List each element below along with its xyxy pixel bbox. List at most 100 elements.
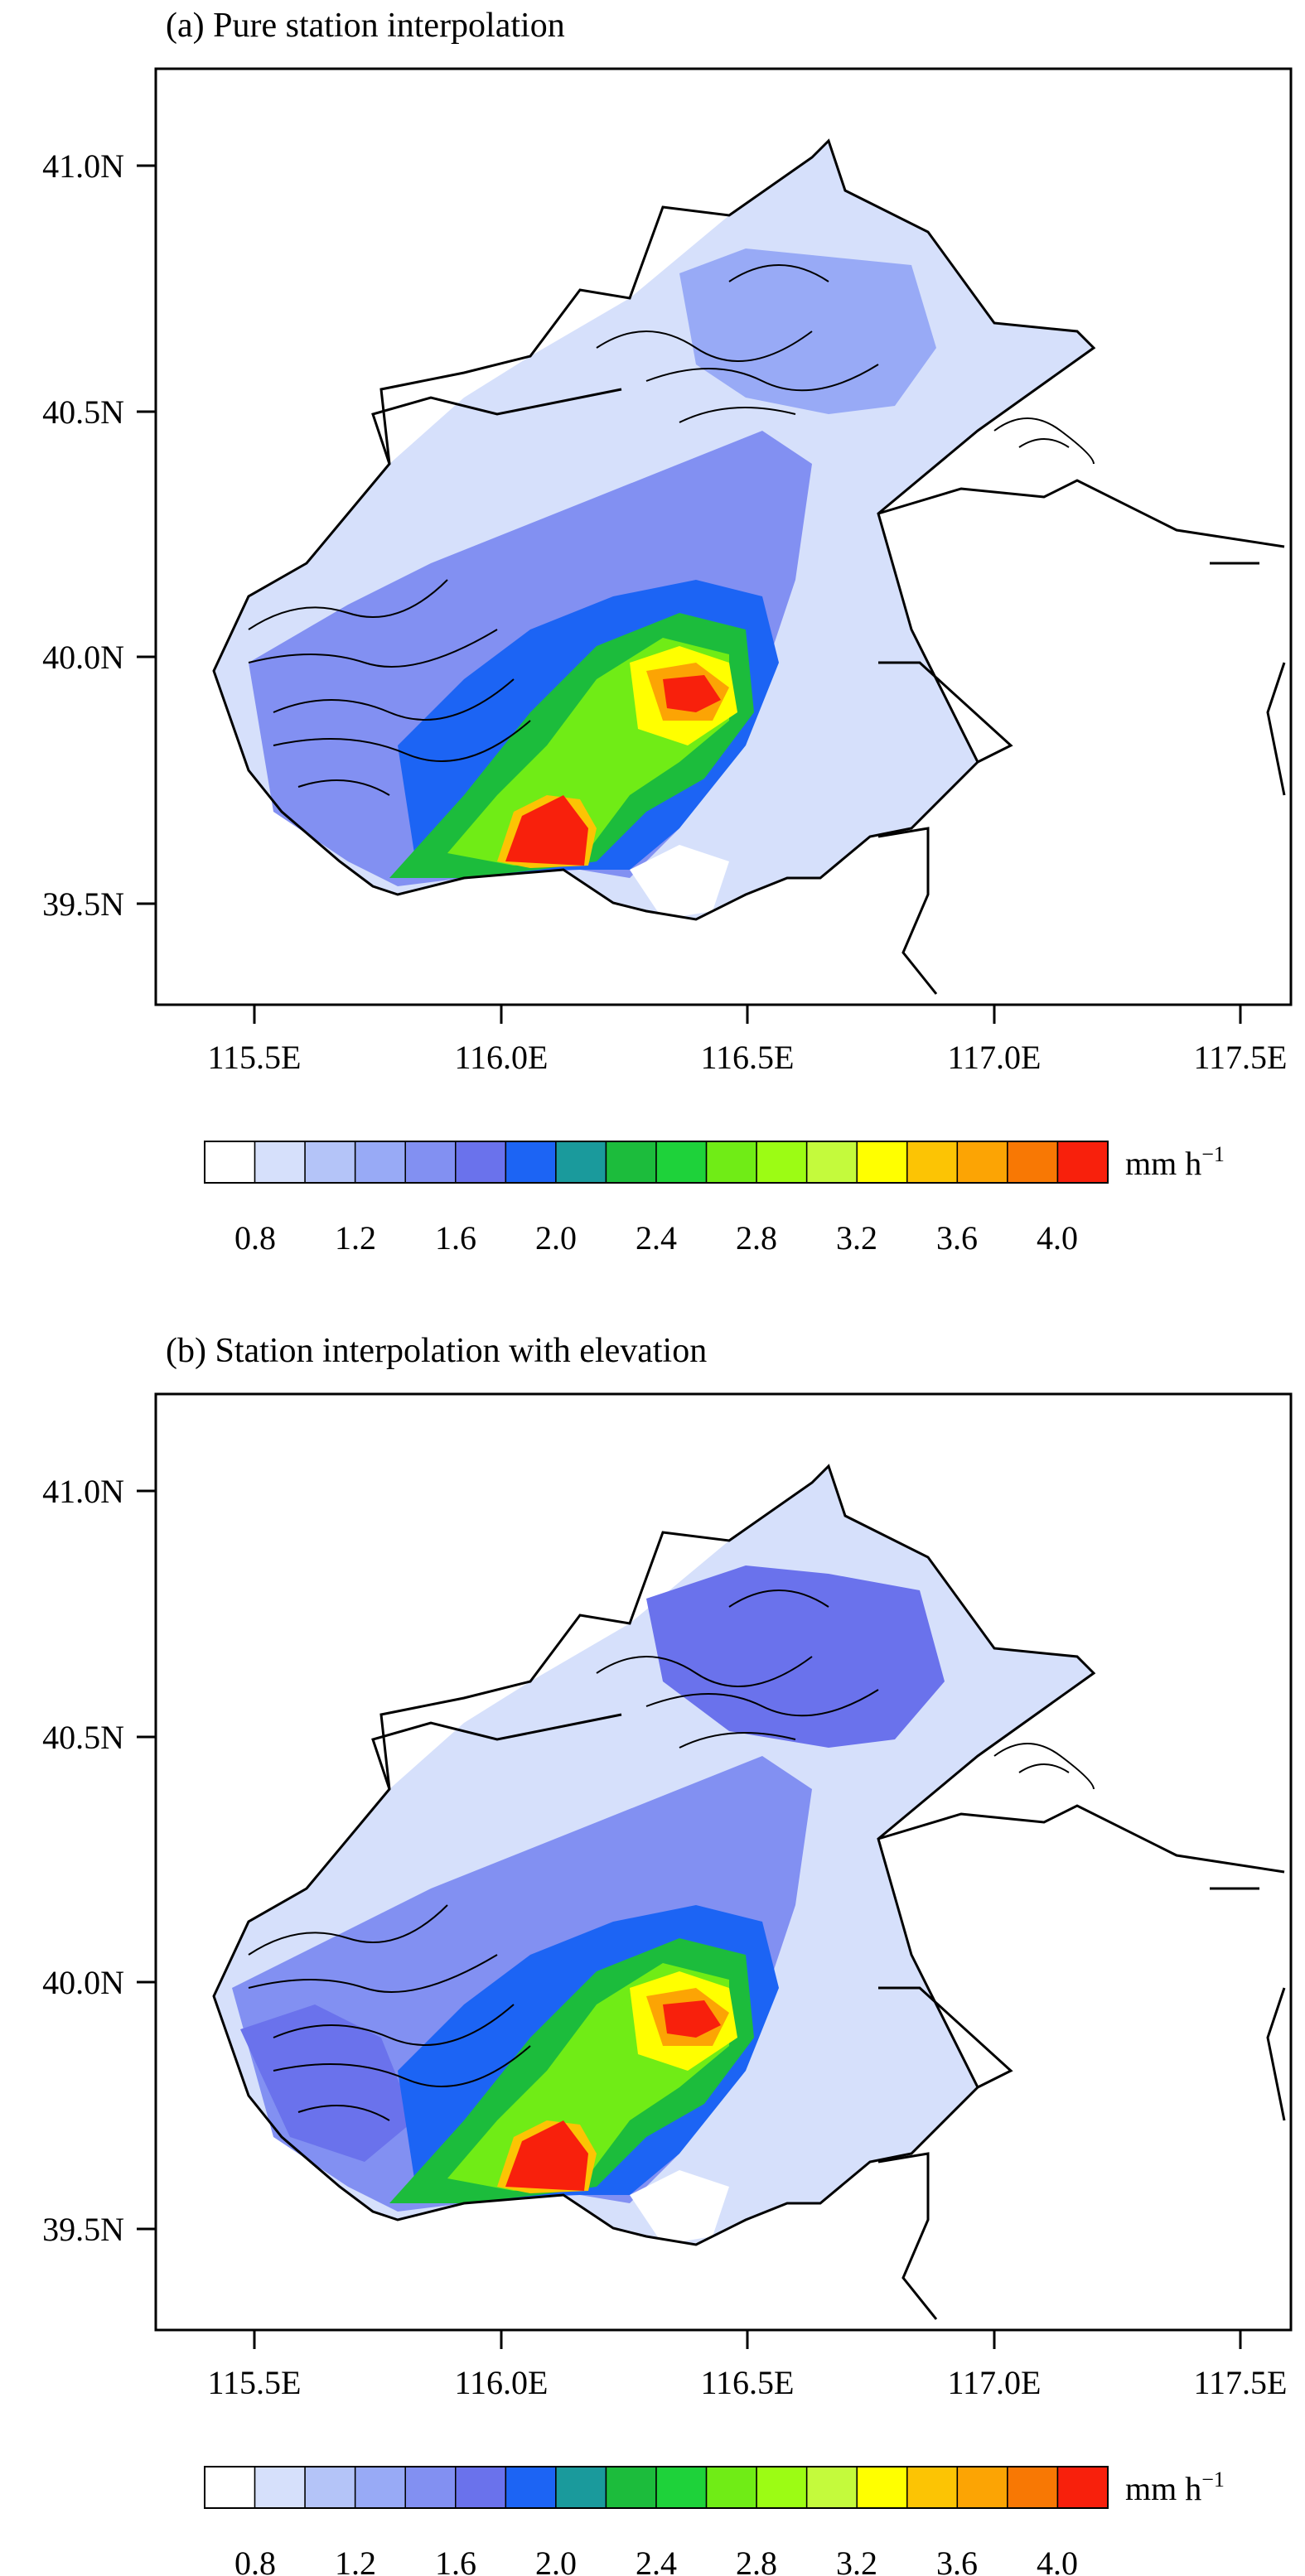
map-figure: 115.5E 116.0E 116.5E 117.0E 117.5E 41.0N… bbox=[42, 67, 1293, 1257]
y-tick-label: 39.5N bbox=[42, 885, 124, 923]
neighbor-boundary-west bbox=[371, 388, 622, 465]
mountain-west-blue bbox=[240, 2004, 414, 2162]
neighbor-boundary-east bbox=[877, 479, 1286, 995]
colorbar-label: 2.8 bbox=[736, 2545, 777, 2576]
terrain-contours bbox=[248, 264, 1095, 796]
colorbar-swatch bbox=[1056, 2466, 1109, 2509]
colorbar-swatch bbox=[756, 1141, 808, 1184]
colorbar-swatches bbox=[204, 1141, 1109, 1184]
y-tick-label: 41.0N bbox=[42, 147, 124, 185]
colorbar-label: 3.6 bbox=[936, 1219, 978, 1257]
colorbar-swatch bbox=[354, 1141, 406, 1184]
colorbar-swatch bbox=[805, 2466, 858, 2509]
colorbar-units-text: mm h bbox=[1125, 1145, 1201, 1182]
colorbar-label: 2.4 bbox=[636, 2545, 677, 2576]
neighbor-boundary-east bbox=[877, 1804, 1286, 2320]
x-tick-label: 116.5E bbox=[701, 1039, 795, 1076]
colorbar-swatch bbox=[605, 1141, 657, 1184]
colorbar-units-sup: −1 bbox=[1201, 1142, 1225, 1166]
terrain-contours bbox=[248, 1589, 1095, 2121]
colorbar-label: 2.8 bbox=[736, 1219, 777, 1257]
precip-white-east bbox=[630, 845, 729, 919]
colorbar-swatch bbox=[404, 1141, 457, 1184]
precip-red-north bbox=[663, 2000, 721, 2038]
colorbar-swatch bbox=[856, 2466, 908, 2509]
colorbar-units-sup: −1 bbox=[1201, 2467, 1225, 2492]
colorbar-swatch bbox=[404, 2466, 457, 2509]
colorbar-swatch bbox=[204, 2466, 256, 2509]
precip-red-south bbox=[505, 795, 588, 866]
y-tick-label: 40.5N bbox=[42, 393, 124, 431]
map-figure: 115.5E 116.0E 116.5E 117.0E 117.5E 41.0N… bbox=[42, 1392, 1293, 2576]
colorbar-frame bbox=[204, 2466, 1109, 2509]
colorbar-swatch bbox=[254, 1141, 306, 1184]
colorbar-label: 4.0 bbox=[1037, 2545, 1078, 2576]
precip-white-east bbox=[630, 2170, 729, 2245]
panel-title: (a) Pure station interpolation bbox=[166, 7, 565, 45]
colorbar-swatch bbox=[906, 2466, 959, 2509]
colorbar: mm h−1 0.8 1.2 1.6 2.0 2.4 2.8 3.2 3.6 4… bbox=[204, 1141, 1225, 1257]
x-tick-label: 117.0E bbox=[948, 1039, 1042, 1076]
region-boundary bbox=[212, 1464, 1096, 2246]
y-axis: 41.0N 40.5N 40.0N 39.5N bbox=[42, 147, 156, 923]
panel-title: (b) Station interpolation with elevation bbox=[166, 1332, 708, 1370]
colorbar-swatch bbox=[705, 1141, 757, 1184]
colorbar-swatch bbox=[1007, 2466, 1059, 2509]
colorbar-swatch bbox=[655, 1141, 708, 1184]
colorbar-label: 4.0 bbox=[1037, 1219, 1078, 1257]
colorbar-swatch bbox=[304, 1141, 356, 1184]
colorbar-frame bbox=[204, 1141, 1109, 1184]
y-tick-label: 41.0N bbox=[42, 1473, 124, 1510]
colorbar-label: 2.0 bbox=[535, 2545, 577, 2576]
colorbar-swatches bbox=[204, 2466, 1109, 2509]
colorbar-swatch bbox=[254, 2466, 306, 2509]
x-tick-label: 117.5E bbox=[1194, 1039, 1288, 1076]
colorbar-label: 3.2 bbox=[836, 2545, 877, 2576]
colorbar-swatch bbox=[756, 2466, 808, 2509]
colorbar-swatch bbox=[455, 1141, 507, 1184]
colorbar-swatch bbox=[906, 1141, 959, 1184]
colorbar: mm h−1 0.8 1.2 1.6 2.0 2.4 2.8 3.2 3.6 4… bbox=[204, 2466, 1225, 2576]
y-tick-label: 40.5N bbox=[42, 1719, 124, 1756]
precip-red-north bbox=[663, 675, 721, 712]
colorbar-swatch bbox=[505, 2466, 557, 2509]
precipitation-field bbox=[214, 141, 1094, 919]
colorbar-swatch bbox=[805, 1141, 858, 1184]
colorbar-swatch bbox=[856, 1141, 908, 1184]
x-tick-label: 116.0E bbox=[455, 2364, 549, 2401]
colorbar-swatch bbox=[555, 2466, 607, 2509]
mountain-blue-north bbox=[646, 1565, 945, 1748]
colorbar-units-text: mm h bbox=[1125, 2470, 1201, 2507]
plot-frame bbox=[154, 1392, 1293, 2332]
colorbar-units: mm h−1 bbox=[1125, 2467, 1225, 2507]
colorbar-swatch bbox=[354, 2466, 406, 2509]
y-tick-label: 39.5N bbox=[42, 2211, 124, 2248]
x-axis: 115.5E 116.0E 116.5E 117.0E 117.5E bbox=[208, 1005, 1288, 1076]
colorbar-swatch bbox=[505, 1141, 557, 1184]
colorbar-swatch bbox=[705, 2466, 757, 2509]
colorbar-swatch bbox=[1056, 1141, 1109, 1184]
colorbar-label: 1.2 bbox=[335, 2545, 376, 2576]
colorbar-label: 1.6 bbox=[435, 1219, 476, 1257]
colorbar-swatch bbox=[304, 2466, 356, 2509]
y-axis: 41.0N 40.5N 40.0N 39.5N bbox=[42, 1473, 156, 2248]
y-tick-label: 40.0N bbox=[42, 1964, 124, 2001]
precip-red-south bbox=[505, 2120, 588, 2191]
colorbar-units: mm h−1 bbox=[1125, 1142, 1225, 1182]
colorbar-label: 3.2 bbox=[836, 1219, 877, 1257]
mountain-blue-north bbox=[679, 248, 936, 414]
colorbar-label: 3.6 bbox=[936, 2545, 978, 2576]
colorbar-swatch bbox=[956, 1141, 1008, 1184]
colorbar-swatch bbox=[204, 1141, 256, 1184]
colorbar-swatch bbox=[555, 1141, 607, 1184]
colorbar-label: 0.8 bbox=[234, 2545, 276, 2576]
x-tick-label: 116.5E bbox=[701, 2364, 795, 2401]
colorbar-swatch bbox=[605, 2466, 657, 2509]
colorbar-label: 0.8 bbox=[234, 1219, 276, 1257]
colorbar-label: 2.4 bbox=[636, 1219, 677, 1257]
colorbar-swatch bbox=[1007, 1141, 1059, 1184]
neighbor-boundary-west bbox=[371, 1713, 622, 1790]
x-tick-label: 117.5E bbox=[1194, 2364, 1288, 2401]
x-tick-label: 116.0E bbox=[455, 1039, 549, 1076]
colorbar-swatch bbox=[655, 2466, 708, 2509]
